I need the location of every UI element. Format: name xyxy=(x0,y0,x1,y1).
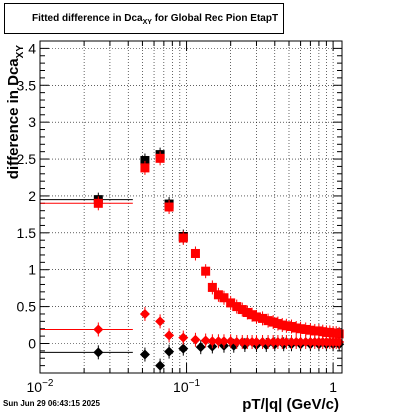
y-tick-label: 2.5 xyxy=(17,151,37,167)
data-point xyxy=(93,324,104,335)
x-tick-label: 1 xyxy=(329,379,337,395)
data-point xyxy=(225,336,236,347)
data-point xyxy=(93,198,103,208)
data-point xyxy=(237,305,247,315)
data-point xyxy=(218,336,229,347)
chart-title: Fitted difference in DcaXY for Global Re… xyxy=(32,13,278,26)
data-point xyxy=(140,163,150,173)
data-point xyxy=(155,360,166,371)
data-point xyxy=(263,316,273,326)
y-tick-label: 3 xyxy=(28,114,36,130)
chart-title-subscript: XY xyxy=(142,19,152,26)
x-axis-label: pT/|q| (GeV/c) xyxy=(242,396,339,413)
chart-title-suffix: for Global Rec Pion EtapT xyxy=(154,13,279,24)
data-point xyxy=(190,248,200,258)
x-tick-label: 10−2 xyxy=(27,378,54,395)
plot-frame xyxy=(39,40,343,374)
data-point xyxy=(213,290,223,300)
y-tick-label: 0 xyxy=(28,335,36,351)
data-point xyxy=(226,298,236,308)
data-point xyxy=(232,302,242,312)
datestamp: Sun Jun 29 06:43:15 2025 xyxy=(3,399,100,408)
data-point xyxy=(257,337,268,348)
data-point xyxy=(139,349,150,360)
data-point xyxy=(195,342,206,353)
data-point xyxy=(201,266,211,276)
data-point xyxy=(164,202,174,212)
data-point xyxy=(219,293,229,303)
data-point xyxy=(242,308,252,318)
plot-area xyxy=(40,41,342,373)
y-tick-label: 2 xyxy=(28,188,36,204)
data-point xyxy=(251,337,262,348)
y-tick-label: 3.5 xyxy=(17,77,37,93)
data-point xyxy=(140,156,150,166)
data-point xyxy=(268,317,278,327)
data-point xyxy=(286,322,296,332)
chart-title-main: Fitted difference in Dca xyxy=(32,13,143,24)
data-point xyxy=(200,335,211,346)
x-tick-label-exponent: −2 xyxy=(42,378,54,389)
data-point xyxy=(213,336,224,347)
y-axis-label: difference in DcaXY xyxy=(5,45,26,180)
data-point xyxy=(295,337,306,348)
data-point xyxy=(178,332,189,343)
data-point xyxy=(296,324,306,334)
data-point xyxy=(178,343,189,354)
data-point xyxy=(258,313,268,323)
data-point xyxy=(93,347,104,358)
data-point xyxy=(164,330,175,341)
y-tick-label: 1 xyxy=(28,262,36,278)
data-point xyxy=(164,346,175,357)
y-tick-label: 4 xyxy=(28,40,36,56)
data-point xyxy=(263,337,274,348)
data-point xyxy=(301,324,311,334)
data-point xyxy=(190,334,201,345)
data-point xyxy=(155,316,166,327)
data-point xyxy=(231,337,242,348)
data-point xyxy=(281,337,292,348)
y-tick-label: 0.5 xyxy=(17,299,37,315)
data-point xyxy=(281,321,291,331)
data-point xyxy=(155,153,165,163)
y-tick-label: 1.5 xyxy=(17,225,37,241)
chart-title-box: Fitted difference in DcaXY for Global Re… xyxy=(4,3,284,34)
data-point xyxy=(251,312,261,322)
data-point xyxy=(207,336,218,347)
data-point xyxy=(139,308,150,319)
y-axis-label-subscript: XY xyxy=(15,45,26,59)
data-point xyxy=(207,282,217,292)
x-tick-label: 10−1 xyxy=(173,378,200,395)
data-point xyxy=(178,233,188,243)
data-point xyxy=(334,329,344,339)
data-point xyxy=(237,337,248,348)
x-tick-label-exponent: −1 xyxy=(189,378,201,389)
